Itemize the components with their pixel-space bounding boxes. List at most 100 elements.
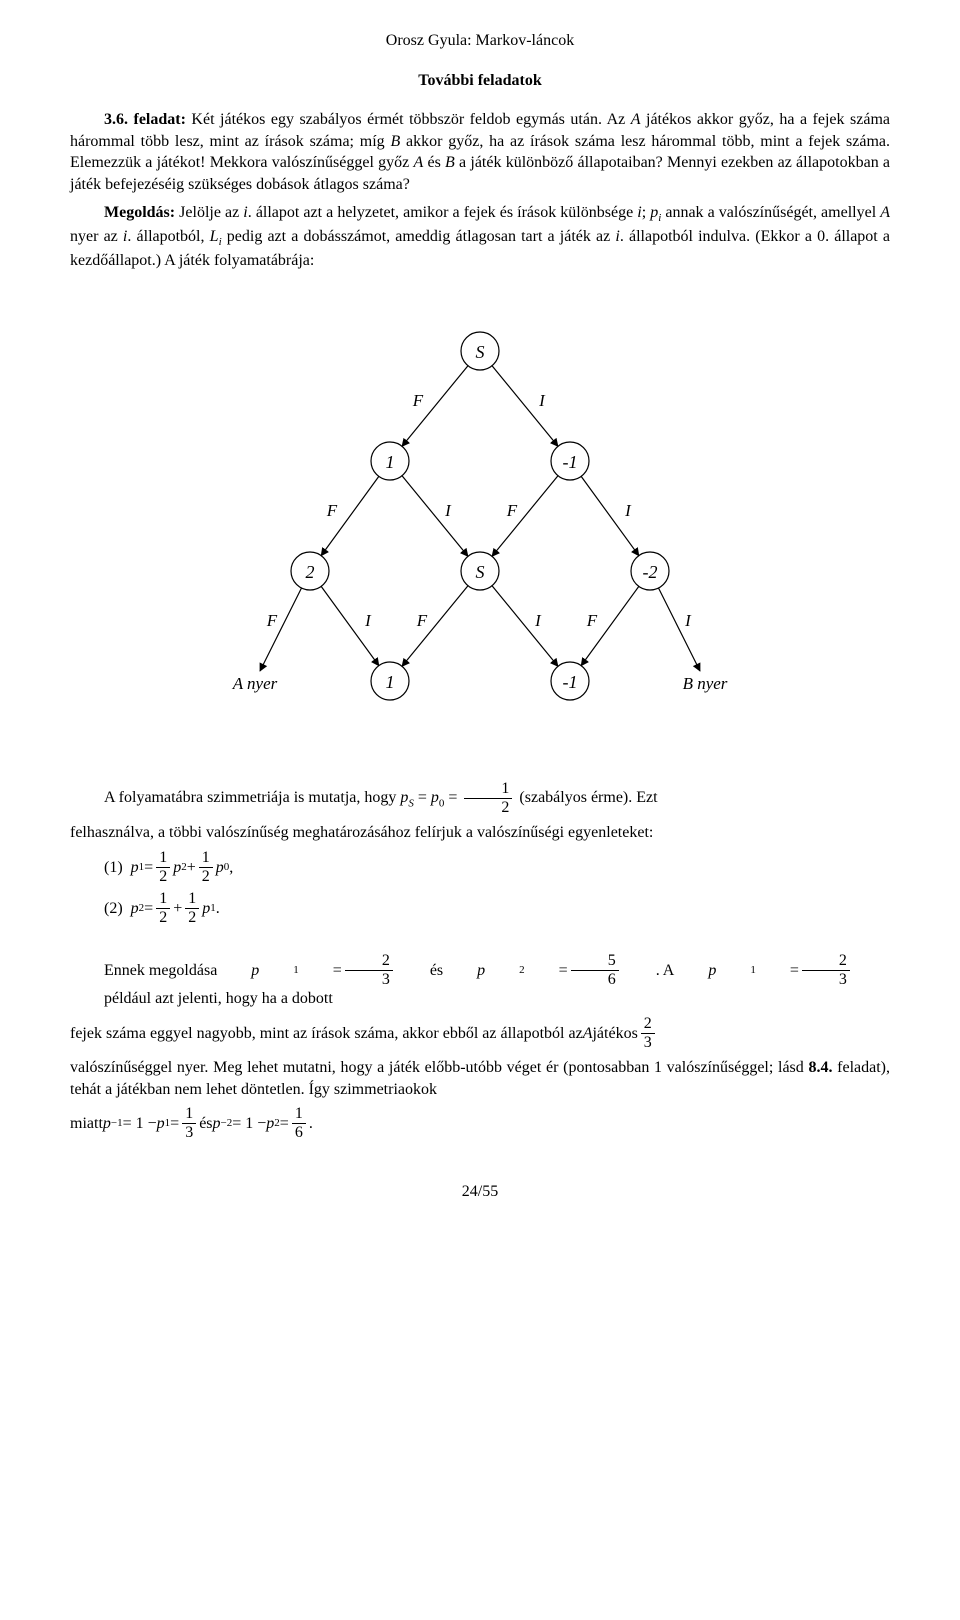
- solution-line-4: miatt p−1 = 1 − p1 = 13 és p−2 = 1 − p2 …: [70, 1106, 890, 1141]
- svg-text:I: I: [684, 611, 692, 630]
- equals: =: [144, 857, 153, 879]
- fraction-half: 12: [199, 850, 213, 885]
- var-p: p: [173, 857, 181, 879]
- svg-text:-1: -1: [563, 672, 578, 692]
- svg-text:S: S: [476, 562, 485, 582]
- problem-number: 3.6. feladat:: [104, 111, 186, 128]
- fraction-half: 12: [156, 850, 170, 885]
- plus: +: [173, 898, 182, 920]
- solution-line-1: Ennek megoldása p1 = 23 és p2 = 56 . A p…: [70, 953, 890, 1010]
- text: . állapotból,: [127, 228, 209, 245]
- fraction-two-thirds: 23: [641, 1016, 655, 1051]
- equals: =: [144, 898, 153, 920]
- var-p: p: [674, 960, 716, 982]
- svg-text:I: I: [538, 391, 546, 410]
- fraction-one-sixth: 16: [292, 1106, 306, 1141]
- equals: =: [525, 960, 568, 982]
- text: (szabályos érme). Ezt: [515, 789, 657, 806]
- svg-text:F: F: [586, 611, 598, 630]
- var-p: p: [202, 898, 210, 920]
- var-p: p: [157, 1113, 165, 1135]
- text: nyer az: [70, 228, 123, 245]
- subscript: 2: [485, 963, 525, 978]
- flow-diagram: FIFIFIIFIFFIS1-12S-21-1A nyerB nyer: [220, 311, 740, 741]
- svg-text:1: 1: [386, 452, 395, 472]
- symmetry-paragraph: A folyamatábra szimmetriája is mutatja, …: [70, 781, 890, 816]
- var-p: p: [213, 1113, 221, 1135]
- svg-text:F: F: [416, 611, 428, 630]
- equals: =: [280, 1113, 289, 1135]
- svg-text:A nyer: A nyer: [232, 674, 278, 693]
- fraction-two-thirds: 23: [802, 953, 850, 988]
- subscript: −2: [221, 1116, 233, 1131]
- svg-text:1: 1: [386, 672, 395, 692]
- ref-number: 8.4.: [808, 1059, 832, 1076]
- solution-line-3: valószínűséggel nyer. Meg lehet mutatni,…: [70, 1057, 890, 1100]
- text: = 1 −: [123, 1113, 157, 1135]
- fraction-two-thirds: 23: [345, 953, 393, 988]
- problem-statement: 3.6. feladat: Két játékos egy szabályos …: [70, 109, 890, 195]
- page-header-author: Orosz Gyula: Markov-láncok: [70, 30, 890, 52]
- equals: =: [299, 960, 342, 982]
- var-B: B: [445, 154, 455, 171]
- fraction-half: 12: [185, 891, 199, 926]
- text: és: [423, 154, 445, 171]
- svg-text:-2: -2: [643, 562, 658, 582]
- var-p: p: [443, 960, 485, 982]
- svg-text:I: I: [364, 611, 372, 630]
- equals: =: [170, 1113, 179, 1135]
- text: Jelölje az: [175, 204, 243, 221]
- var-p: p: [131, 857, 139, 879]
- svg-text:2: 2: [306, 562, 315, 582]
- svg-text:I: I: [534, 611, 542, 630]
- var-p: p: [431, 789, 439, 806]
- svg-text:F: F: [326, 501, 338, 520]
- var-A: A: [631, 111, 641, 128]
- fraction-half: 12: [156, 891, 170, 926]
- text: Két játékos egy szabályos érmét többször…: [186, 111, 631, 128]
- text: . állapot azt a helyzetet, amikor a feje…: [248, 204, 638, 221]
- subscript: −1: [111, 1116, 123, 1131]
- punct: .: [216, 898, 220, 920]
- equations-intro: felhasználva, a többi valószínűség megha…: [70, 822, 890, 844]
- page-footer: 24/55: [70, 1181, 890, 1203]
- var-p: p: [131, 898, 139, 920]
- var-p: p: [216, 857, 224, 879]
- fraction-half: 12: [464, 781, 512, 816]
- var-A: A: [413, 154, 423, 171]
- solution-line-2: fejek száma eggyel nagyobb, mint az írás…: [70, 1016, 890, 1051]
- punct: ,: [229, 857, 233, 879]
- diagram-svg: FIFIFIIFIFFIS1-12S-21-1A nyerB nyer: [220, 311, 740, 741]
- solution-label: Megoldás:: [104, 204, 175, 221]
- eq-number: (1): [70, 857, 123, 879]
- text: játékos: [592, 1023, 637, 1045]
- var-L: L: [210, 228, 219, 245]
- text: pedig azt a dobásszámot, ameddig átlagos…: [222, 228, 616, 245]
- svg-text:B nyer: B nyer: [683, 674, 728, 693]
- text: miatt: [70, 1113, 103, 1135]
- text: és: [396, 960, 443, 982]
- text: például azt jelenti, hogy ha a dobott: [70, 988, 333, 1010]
- text: valószínűséggel nyer. Meg lehet mutatni,…: [70, 1059, 808, 1076]
- text: = 1 −: [232, 1113, 266, 1135]
- plus: +: [187, 857, 196, 879]
- svg-text:-1: -1: [563, 452, 578, 472]
- equation-2: (2) p2 = 12 + 12 p1 .: [70, 891, 890, 926]
- svg-text:F: F: [412, 391, 424, 410]
- svg-text:I: I: [444, 501, 452, 520]
- text: és: [199, 1113, 212, 1135]
- text: annak a valószínűségét, amellyel: [661, 204, 880, 221]
- fraction-five-sixths: 56: [571, 953, 619, 988]
- var-p: p: [103, 1113, 111, 1135]
- var-A: A: [880, 204, 890, 221]
- equation-1: (1) p1 = 12 p2 + 12 p0 ,: [70, 850, 890, 885]
- svg-text:F: F: [266, 611, 278, 630]
- fraction-one-third: 13: [182, 1106, 196, 1141]
- solution-intro: Megoldás: Jelölje az i. állapot azt a he…: [70, 202, 890, 272]
- subscript: 1: [259, 963, 299, 978]
- subscript: 1: [716, 963, 756, 978]
- var-A: A: [583, 1023, 593, 1045]
- text: fejek száma eggyel nagyobb, mint az írás…: [70, 1023, 583, 1045]
- text: . A: [622, 960, 675, 982]
- svg-text:S: S: [476, 342, 485, 362]
